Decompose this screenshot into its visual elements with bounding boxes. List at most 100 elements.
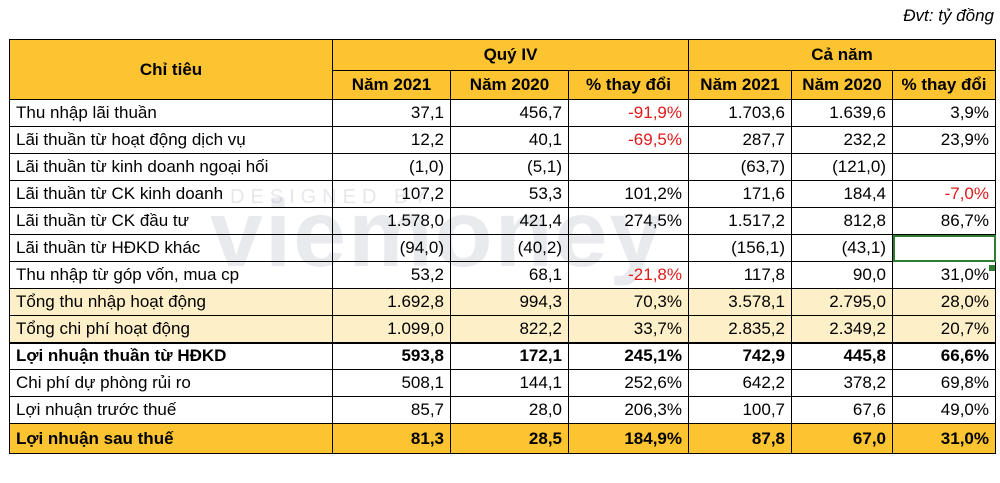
cell-year-2020[interactable]: 2.795,0 [791,288,893,316]
header-q4-change[interactable]: % thay đổi [568,70,689,100]
cell-year-change[interactable]: 31,0% [892,423,996,454]
cell-q4-change[interactable] [568,153,689,181]
cell-year-change[interactable]: 69,8% [892,369,996,397]
selection-fill-handle[interactable] [989,265,995,271]
cell-year-2020[interactable]: 184,4 [791,180,893,208]
cell-q4-2021[interactable]: 1.099,0 [332,315,451,343]
cell-year-2021[interactable]: 100,7 [688,396,792,424]
cell-q4-2021[interactable]: 107,2 [332,180,451,208]
cell-year-2020[interactable]: (43,1) [791,234,893,262]
cell-year-2020[interactable]: 67,6 [791,396,893,424]
cell-q4-change[interactable]: 274,5% [568,207,689,235]
row-label[interactable]: Thu nhập từ góp vốn, mua cp [9,261,333,289]
row-label[interactable]: Lãi thuần từ HĐKD khác [9,234,333,262]
cell-q4-2020[interactable]: 421,4 [450,207,569,235]
cell-q4-2020[interactable]: 172,1 [450,341,569,370]
row-label[interactable]: Chi phí dự phòng rủi ro [9,369,333,397]
cell-year-2020[interactable]: (121,0) [791,153,893,181]
cell-q4-2021[interactable]: (1,0) [332,153,451,181]
cell-year-change[interactable]: 66,6% [892,341,996,370]
cell-year-2021[interactable]: 171,6 [688,180,792,208]
cell-year-2020[interactable]: 378,2 [791,369,893,397]
cell-year-2021[interactable]: 642,2 [688,369,792,397]
cell-q4-change[interactable]: -91,9% [568,99,689,127]
cell-q4-2020[interactable]: 28,0 [450,396,569,424]
cell-q4-2020[interactable]: 994,3 [450,288,569,316]
cell-year-2020[interactable]: 2.349,2 [791,315,893,343]
cell-q4-2021[interactable]: 81,3 [332,423,451,454]
header-q4-2020[interactable]: Năm 2020 [450,70,569,100]
cell-q4-2020[interactable]: (5,1) [450,153,569,181]
cell-q4-2021[interactable]: 37,1 [332,99,451,127]
cell-q4-change[interactable]: 101,2% [568,180,689,208]
cell-q4-2020[interactable]: 68,1 [450,261,569,289]
cell-q4-change[interactable]: 245,1% [568,341,689,370]
cell-year-2020[interactable]: 232,2 [791,126,893,154]
cell-q4-2021[interactable]: 1.692,8 [332,288,451,316]
cell-q4-2021[interactable]: 12,2 [332,126,451,154]
cell-q4-2020[interactable]: 53,3 [450,180,569,208]
cell-q4-change[interactable]: -69,5% [568,126,689,154]
cell-year-2021[interactable]: 742,9 [688,341,792,370]
cell-year-2021[interactable]: 2.835,2 [688,315,792,343]
header-indicator[interactable]: Chỉ tiêu [9,39,333,100]
cell-year-change[interactable]: 31,0% [892,261,996,289]
row-label[interactable]: Thu nhập lãi thuần [9,99,333,127]
cell-year-2020[interactable]: 812,8 [791,207,893,235]
cell-q4-2020[interactable]: 456,7 [450,99,569,127]
cell-year-change[interactable]: 49,0% [892,396,996,424]
row-label[interactable]: Tổng chi phí hoạt động [9,315,333,343]
header-group-year[interactable]: Cả năm [688,39,996,71]
cell-year-2021[interactable]: (156,1) [688,234,792,262]
header-year-2021[interactable]: Năm 2021 [688,70,792,100]
cell-q4-change[interactable]: 184,9% [568,423,689,454]
cell-year-change[interactable]: 20,7% [892,315,996,343]
cell-q4-2020[interactable]: 144,1 [450,369,569,397]
cell-year-2020[interactable]: 90,0 [791,261,893,289]
row-label[interactable]: Lợi nhuận trước thuế [9,396,333,424]
row-label[interactable]: Lãi thuần từ hoạt động dịch vụ [9,126,333,154]
cell-year-2020[interactable]: 445,8 [791,341,893,370]
cell-year-2021[interactable]: 1.703,6 [688,99,792,127]
cell-year-2021[interactable]: 287,7 [688,126,792,154]
cell-q4-2021[interactable]: 593,8 [332,341,451,370]
cell-q4-change[interactable]: 206,3% [568,396,689,424]
cell-q4-2020[interactable]: 40,1 [450,126,569,154]
cell-q4-2021[interactable]: (94,0) [332,234,451,262]
cell-year-change[interactable]: 28,0% [892,288,996,316]
cell-year-2021[interactable]: 1.517,2 [688,207,792,235]
cell-year-change[interactable]: 86,7% [892,207,996,235]
cell-q4-change[interactable] [568,234,689,262]
cell-year-change[interactable]: 3,9% [892,99,996,127]
cell-q4-change[interactable]: 33,7% [568,315,689,343]
cell-year-2021[interactable]: 117,8 [688,261,792,289]
cell-q4-change[interactable]: 252,6% [568,369,689,397]
cell-year-2021[interactable]: (63,7) [688,153,792,181]
cell-year-change[interactable]: -7,0% [892,180,996,208]
cell-year-2020[interactable]: 67,0 [791,423,893,454]
cell-q4-2021[interactable]: 85,7 [332,396,451,424]
header-year-change[interactable]: % thay đổi [892,70,996,100]
row-label[interactable]: Tổng thu nhập hoạt động [9,288,333,316]
header-year-2020[interactable]: Năm 2020 [791,70,893,100]
cell-q4-2020[interactable]: 28,5 [450,423,569,454]
cell-q4-2020[interactable]: (40,2) [450,234,569,262]
cell-q4-2020[interactable]: 822,2 [450,315,569,343]
row-label[interactable]: Lợi nhuận thuần từ HĐKD [9,341,333,370]
cell-year-2020[interactable]: 1.639,6 [791,99,893,127]
cell-year-change[interactable] [892,153,996,181]
cell-year-change[interactable]: 23,9% [892,126,996,154]
cell-year-2021[interactable]: 3.578,1 [688,288,792,316]
row-label[interactable]: Lãi thuần từ CK đầu tư [9,207,333,235]
row-label[interactable]: Lãi thuần từ kinh doanh ngoại hối [9,153,333,181]
header-group-q4[interactable]: Quý IV [332,39,689,71]
cell-q4-2021[interactable]: 508,1 [332,369,451,397]
row-label[interactable]: Lợi nhuận sau thuế [9,423,333,454]
header-q4-2021[interactable]: Năm 2021 [332,70,451,100]
cell-q4-2021[interactable]: 1.578,0 [332,207,451,235]
cell-year-2021[interactable]: 87,8 [688,423,792,454]
cell-q4-change[interactable]: -21,8% [568,261,689,289]
cell-year-change-selected[interactable] [892,234,996,262]
row-label[interactable]: Lãi thuần từ CK kinh doanh [9,180,333,208]
cell-q4-change[interactable]: 70,3% [568,288,689,316]
